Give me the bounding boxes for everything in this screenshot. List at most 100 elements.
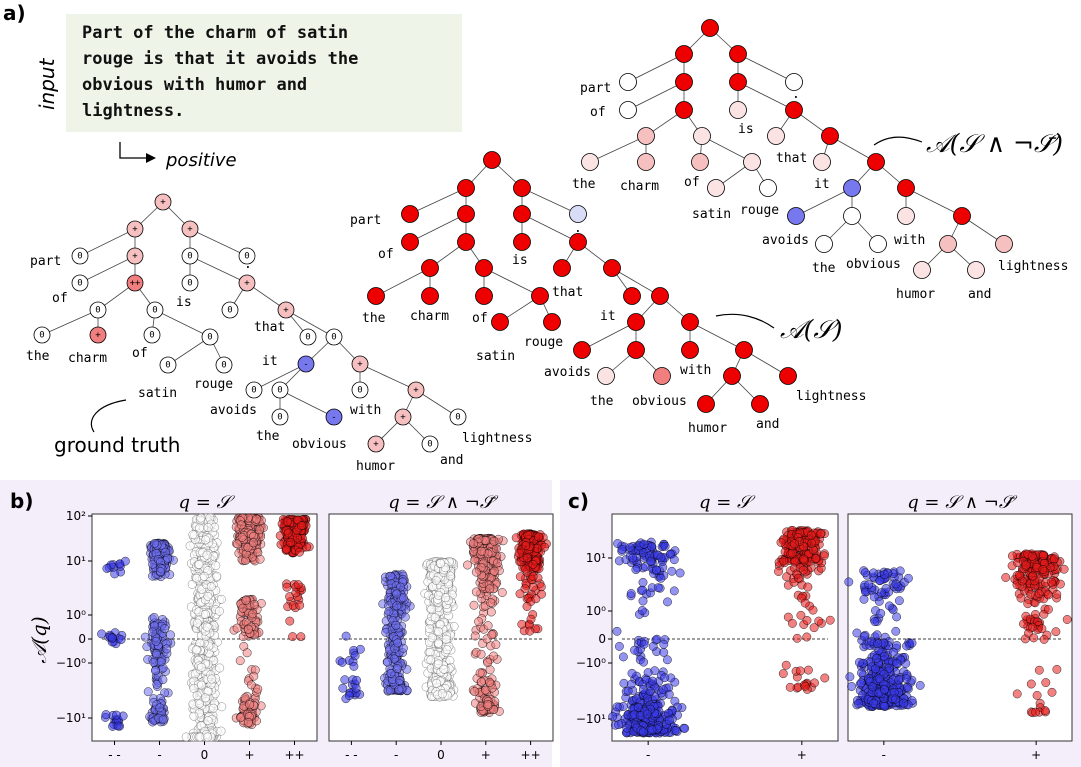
x-tick-label: + xyxy=(1031,748,1041,762)
internal-node xyxy=(743,153,761,171)
data-point xyxy=(483,658,493,667)
internal-node xyxy=(277,301,295,319)
data-point xyxy=(660,673,669,683)
data-point xyxy=(637,606,647,615)
data-point xyxy=(187,580,197,589)
leaf-word-obvious: obvious xyxy=(846,257,901,272)
data-point xyxy=(1008,551,1017,561)
data-point xyxy=(1001,573,1011,582)
internal-node xyxy=(693,127,711,145)
data-point xyxy=(794,573,803,583)
leaf-node-of xyxy=(691,153,709,171)
leaf-node-avoids xyxy=(245,381,263,399)
data-point xyxy=(485,678,495,687)
data-point xyxy=(876,609,886,618)
internal-node xyxy=(297,355,315,373)
data-point xyxy=(532,544,542,553)
data-point xyxy=(872,654,881,663)
data-point xyxy=(639,539,649,549)
internal-node xyxy=(126,274,144,292)
data-point xyxy=(235,656,245,666)
leaf-node-satin xyxy=(159,356,177,374)
data-point xyxy=(1012,689,1022,699)
leaf-node-avoids xyxy=(573,341,591,359)
data-point xyxy=(101,710,111,719)
data-point xyxy=(648,676,657,686)
tree-edge xyxy=(737,53,795,83)
y-tick-label: 0 xyxy=(78,632,86,646)
data-point xyxy=(895,596,904,606)
leaf-node-rouge xyxy=(215,356,233,374)
data-point xyxy=(619,652,628,662)
y-tick-label: −10¹ xyxy=(576,712,606,726)
data-point xyxy=(282,582,292,592)
data-point xyxy=(427,604,437,614)
leaf-node-lightness xyxy=(779,367,797,385)
internal-node xyxy=(181,220,199,238)
data-point xyxy=(860,568,870,578)
internal-node xyxy=(475,259,493,277)
leaf-word-it: it xyxy=(600,309,616,324)
data-point xyxy=(891,694,900,704)
data-point xyxy=(431,576,441,585)
data-point xyxy=(907,638,917,648)
data-point xyxy=(1059,564,1069,574)
sentiment-label: + xyxy=(283,306,289,316)
data-point xyxy=(110,569,120,579)
tree-edge xyxy=(701,135,753,163)
leaf-word-part: part xyxy=(580,81,611,96)
data-point xyxy=(633,702,643,712)
data-point xyxy=(151,666,160,676)
leaf-word-charm: charm xyxy=(410,309,449,324)
data-point xyxy=(671,726,681,735)
data-point xyxy=(807,530,816,540)
data-point xyxy=(386,571,396,581)
data-point xyxy=(642,709,652,719)
internal-node xyxy=(675,101,693,119)
internal-node xyxy=(729,73,747,91)
data-point xyxy=(194,560,204,569)
internal-node xyxy=(627,313,645,331)
panel-label-a: a) xyxy=(3,1,26,25)
data-point xyxy=(162,644,172,654)
data-point xyxy=(782,572,791,582)
x-tick-label: + xyxy=(481,748,491,762)
data-point xyxy=(477,546,486,556)
leaf-word-of: of xyxy=(684,175,700,190)
sentiment-label: 0 xyxy=(77,252,82,262)
sentiment-label: + xyxy=(160,198,166,208)
sentiment-label: + xyxy=(132,252,138,262)
data-point xyxy=(203,523,213,532)
data-point xyxy=(203,716,213,726)
leaf-word-with: with xyxy=(680,363,711,378)
data-point xyxy=(394,685,404,695)
data-point xyxy=(191,645,201,655)
data-point xyxy=(352,675,361,685)
sentiment-label: 0 xyxy=(95,306,100,316)
data-point xyxy=(492,544,501,554)
y-axis-label: 𝒜(q) xyxy=(27,616,51,663)
data-point xyxy=(796,610,806,620)
sentiment-label: 0 xyxy=(277,413,282,423)
tree-edge xyxy=(521,187,579,215)
data-point xyxy=(638,578,648,587)
tree-edge xyxy=(285,309,335,338)
data-point xyxy=(795,666,805,676)
leaf-word-charm: charm xyxy=(68,351,107,366)
data-point xyxy=(1052,589,1062,599)
tree-edge xyxy=(521,213,579,243)
leaf-word-with: with xyxy=(350,403,381,418)
data-point xyxy=(283,528,293,538)
data-point xyxy=(97,629,107,639)
data-point xyxy=(391,620,401,630)
y-tick-label: 10⁰ xyxy=(66,608,86,622)
leaf-node-humor xyxy=(367,435,385,453)
data-point xyxy=(216,726,226,736)
input-line-3: obvious with humor and xyxy=(82,75,307,95)
data-point xyxy=(400,612,410,622)
data-point xyxy=(660,541,670,551)
x-tick-label: - xyxy=(157,748,161,762)
leaf-word-that: that xyxy=(254,320,285,335)
data-point xyxy=(489,536,499,546)
internal-node xyxy=(126,220,144,238)
